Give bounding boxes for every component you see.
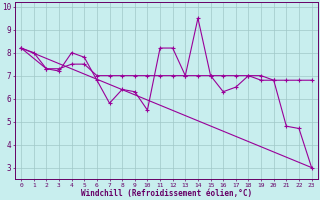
X-axis label: Windchill (Refroidissement éolien,°C): Windchill (Refroidissement éolien,°C) [81,189,252,198]
